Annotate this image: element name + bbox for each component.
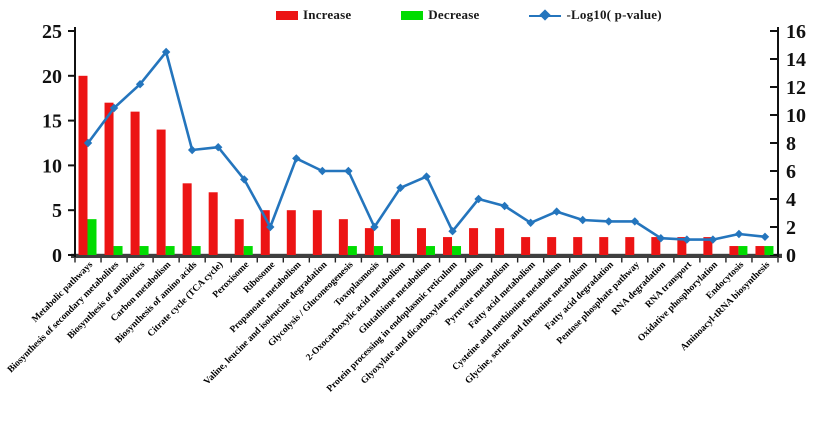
decrease-bar: [243, 246, 253, 255]
decrease-bar: [113, 246, 123, 255]
decrease-swatch-icon: [401, 10, 424, 20]
y-axis-left-tick-label: 25: [42, 21, 62, 43]
increase-bar: [469, 228, 479, 255]
decrease-bar: [764, 246, 774, 255]
logp-point-marker: [760, 232, 770, 241]
y-axis-left-tick-label: 10: [42, 155, 62, 177]
logp-point-marker: [604, 217, 613, 226]
increase-bar: [416, 228, 426, 255]
decrease-bar: [191, 246, 201, 255]
increase-bar: [104, 102, 114, 256]
logp-point-marker: [318, 166, 327, 176]
increase-bar: [729, 246, 739, 255]
logp-point-marker: [656, 234, 666, 243]
x-category-label: Biosynthesis of secondary metabolites: [6, 260, 121, 375]
increase-bar: [338, 219, 348, 255]
y-axis-left-tick-label: 15: [42, 111, 62, 133]
logp-point-marker: [630, 217, 639, 226]
logp-point-marker: [474, 194, 483, 204]
legend-label-decrease: Decrease: [428, 7, 480, 22]
increase-bar: [390, 219, 400, 255]
increase-bar: [625, 237, 635, 255]
y-axis-left-tick-label: 0: [52, 245, 62, 267]
logp-point-marker: [83, 138, 93, 148]
increase-bar: [208, 192, 218, 255]
increase-bar: [443, 237, 453, 255]
logp-point-marker: [214, 143, 223, 152]
x-axis-line: [71, 253, 782, 258]
decrease-bar: [347, 246, 357, 255]
legend-item-decrease: Decrease: [401, 7, 479, 23]
logp-point-marker: [266, 222, 275, 232]
logp-point-marker: [500, 201, 509, 211]
increase-bar: [182, 183, 192, 255]
logp-point-marker: [109, 103, 119, 113]
increase-bar: [547, 237, 557, 255]
y-axis-right-tick-label: 14: [786, 49, 806, 71]
logp-point-marker: [526, 218, 535, 227]
y-axis-right-tick-label: 16: [786, 21, 806, 43]
logp-point-marker: [396, 183, 405, 192]
logp-point-marker: [161, 47, 171, 57]
increase-bar: [234, 219, 244, 255]
increase-bar: [677, 237, 687, 255]
chart-legend: Increase Decrease -Log10( p-value): [276, 6, 662, 24]
legend-label-logp: -Log10( p-value): [566, 7, 662, 22]
increase-bar: [78, 75, 88, 255]
logp-point-marker: [708, 235, 718, 244]
decrease-bar: [738, 246, 748, 255]
decrease-bar: [373, 246, 383, 255]
y-axis-right-tick-label: 10: [786, 105, 806, 127]
increase-bar: [495, 228, 505, 255]
decrease-bar: [452, 246, 462, 255]
decrease-bar: [165, 246, 175, 255]
increase-bar: [573, 237, 583, 255]
y-axis-right-tick-label: 6: [786, 161, 796, 183]
y-axis-right-tick-label: 0: [786, 245, 796, 267]
increase-bar: [703, 237, 713, 255]
y-axis-left-tick-label: 20: [42, 66, 62, 88]
legend-label-increase: Increase: [303, 7, 352, 22]
y-axis-left-tick-label: 5: [52, 200, 62, 222]
increase-bar: [286, 210, 296, 255]
logp-point-marker: [187, 145, 197, 155]
x-category-label: Valine, leucine and isoleucine degradati…: [202, 260, 330, 388]
y-axis-right-tick-label: 8: [786, 133, 796, 155]
increase-bar: [521, 237, 531, 255]
logp-point-marker: [682, 235, 692, 244]
legend-item-increase: Increase: [276, 7, 351, 23]
logp-line-marker-icon: [529, 9, 562, 21]
decrease-bar: [139, 246, 149, 255]
increase-bar: [364, 228, 374, 255]
increase-bar: [130, 111, 140, 255]
increase-bar: [755, 246, 765, 255]
y-axis-right-tick-label: 2: [786, 217, 796, 239]
logp-point-marker: [552, 207, 561, 216]
logp-point-marker: [578, 215, 587, 225]
increase-bar: [312, 210, 322, 255]
legend-item-logp: -Log10( p-value): [529, 7, 662, 23]
increase-bar: [651, 237, 661, 255]
y-axis-right-tick-label: 12: [786, 77, 806, 99]
decrease-bar: [87, 219, 97, 255]
y-axis-right-tick-label: 4: [786, 189, 796, 211]
logp-point-marker: [734, 229, 744, 239]
logp-point-marker: [370, 222, 379, 232]
decrease-bar: [425, 246, 435, 255]
logp-point-marker: [448, 227, 457, 236]
increase-bar: [260, 210, 270, 255]
logp-point-marker: [292, 154, 301, 163]
logp-point-marker: [135, 80, 145, 89]
logp-point-marker: [240, 175, 249, 184]
logp-point-marker: [422, 172, 431, 181]
logp-point-marker: [344, 166, 353, 176]
increase-bar: [156, 129, 166, 255]
increase-bar: [599, 237, 609, 255]
increase-swatch-icon: [276, 10, 298, 20]
